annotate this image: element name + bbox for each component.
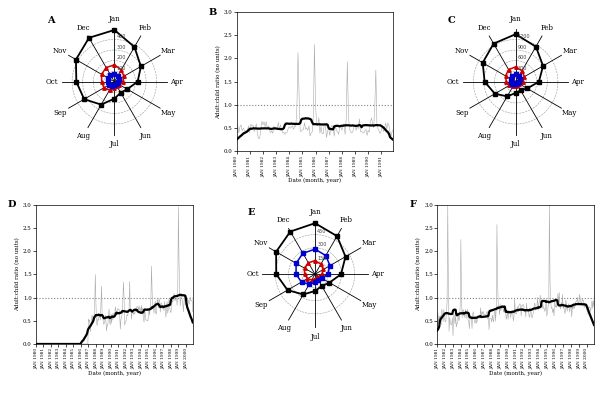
Text: 200: 200	[116, 55, 126, 60]
Text: Feb: Feb	[139, 24, 152, 32]
Text: Apr: Apr	[170, 78, 183, 86]
Text: Dec: Dec	[478, 24, 491, 32]
Text: Apr: Apr	[371, 270, 384, 278]
X-axis label: Date (month, year): Date (month, year)	[289, 178, 341, 184]
Text: Mar: Mar	[161, 46, 176, 54]
Text: Feb: Feb	[340, 216, 353, 224]
Text: Sep: Sep	[455, 109, 469, 117]
Text: Jun: Jun	[340, 324, 352, 332]
Text: Mar: Mar	[362, 239, 376, 247]
X-axis label: Date (month, year): Date (month, year)	[88, 371, 141, 376]
Text: Jan: Jan	[109, 15, 120, 23]
Text: D: D	[8, 200, 16, 209]
Text: Oct: Oct	[447, 78, 460, 86]
Text: 300: 300	[317, 242, 326, 247]
Text: Sep: Sep	[53, 109, 67, 117]
Text: Jul: Jul	[110, 140, 119, 148]
Text: Oct: Oct	[247, 270, 259, 278]
Text: C: C	[448, 16, 456, 25]
Text: Aug: Aug	[76, 132, 90, 140]
X-axis label: Date (month, year): Date (month, year)	[489, 371, 542, 376]
Text: Jun: Jun	[140, 132, 151, 140]
Text: Nov: Nov	[454, 46, 469, 54]
Text: Aug: Aug	[478, 132, 491, 140]
Text: Nov: Nov	[254, 239, 268, 247]
Text: May: May	[562, 109, 577, 117]
Text: E: E	[247, 208, 255, 217]
Text: Jul: Jul	[310, 333, 320, 341]
Text: May: May	[361, 302, 377, 310]
Text: 100: 100	[116, 66, 126, 71]
Text: Aug: Aug	[277, 324, 291, 332]
Text: Dec: Dec	[277, 216, 290, 224]
Text: 300: 300	[518, 66, 527, 71]
Text: B: B	[208, 8, 217, 17]
Text: F: F	[409, 200, 416, 209]
Text: Mar: Mar	[562, 46, 577, 54]
Text: 900: 900	[518, 44, 527, 50]
Text: Feb: Feb	[541, 24, 553, 32]
Y-axis label: Adult:child ratio (no units): Adult:child ratio (no units)	[15, 237, 20, 311]
Text: Jan: Jan	[510, 15, 521, 23]
Text: 600: 600	[518, 55, 527, 60]
Text: A: A	[47, 16, 55, 25]
Text: 450: 450	[317, 229, 326, 234]
Text: Jan: Jan	[309, 208, 321, 216]
Text: Jul: Jul	[511, 140, 520, 148]
Text: May: May	[161, 109, 176, 117]
Text: Jun: Jun	[541, 132, 553, 140]
Text: Sep: Sep	[254, 302, 268, 310]
Y-axis label: Adult:child ratio (no units): Adult:child ratio (no units)	[416, 237, 422, 311]
Text: 400: 400	[116, 34, 126, 39]
Text: Nov: Nov	[53, 46, 68, 54]
Text: Dec: Dec	[76, 24, 90, 32]
Text: Oct: Oct	[46, 78, 58, 86]
Y-axis label: Adult:child ratio (no units): Adult:child ratio (no units)	[216, 45, 221, 119]
Text: 150: 150	[317, 256, 326, 260]
Text: Apr: Apr	[572, 78, 584, 86]
Text: 1200: 1200	[518, 34, 530, 39]
Text: 300: 300	[116, 44, 126, 50]
